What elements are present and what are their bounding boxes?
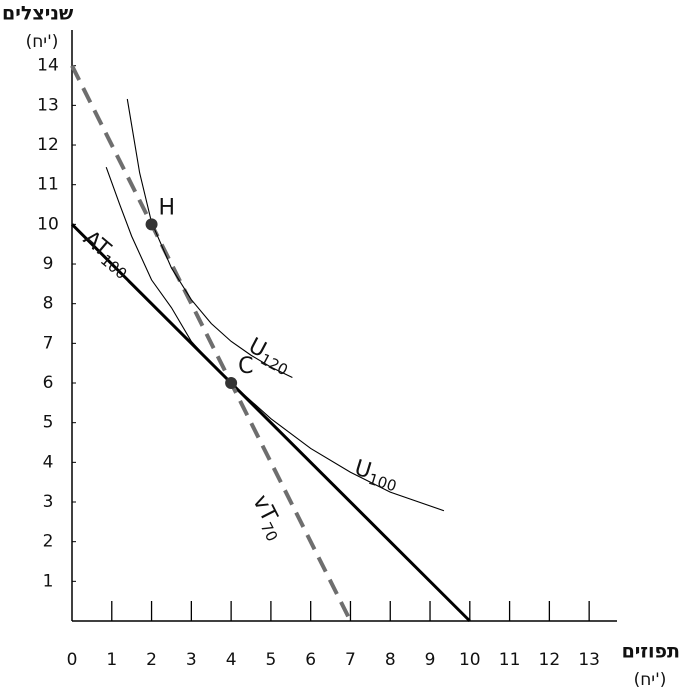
series-label: U100: [351, 456, 402, 495]
x-tick-label: 5: [265, 650, 276, 670]
point-label: C: [238, 354, 253, 379]
y-tick-label: 3: [43, 492, 54, 512]
series-label-sub: 100: [366, 469, 399, 495]
x-tick-label: 3: [186, 650, 197, 670]
x-tick-label: 7: [345, 650, 356, 670]
x-axis-unit: (יח'): [634, 670, 667, 687]
series-line: [70, 64, 353, 622]
x-tick-label: 8: [385, 650, 396, 670]
series-label-main: vT: [247, 491, 282, 526]
y-tick-label: 9: [43, 254, 54, 274]
series-line: [105, 167, 445, 512]
y-tick-label: 7: [43, 333, 54, 353]
y-axis-label: שניצלים: [2, 3, 74, 25]
y-tick-label: 5: [43, 413, 54, 433]
y-tick-label: 8: [43, 294, 54, 314]
x-tick-label: 13: [578, 650, 600, 670]
series-label: vT70: [245, 491, 290, 544]
series-label: AT100: [77, 226, 137, 283]
y-tick-label: 10: [37, 214, 59, 234]
x-tick-label: 10: [459, 650, 481, 670]
point: [225, 377, 238, 390]
series-line: [126, 98, 293, 378]
x-tick-label: 0: [67, 650, 78, 670]
y-tick-label: 4: [43, 452, 54, 472]
x-tick-label: 11: [499, 650, 521, 670]
y-tick-label: 12: [37, 135, 59, 155]
series-label-main: U: [351, 456, 374, 485]
y-tick-label: 11: [37, 175, 59, 195]
y-tick-label: 13: [37, 95, 59, 115]
x-tick-label: 9: [425, 650, 436, 670]
x-tick-label: 12: [539, 650, 561, 670]
x-tick-label: 4: [226, 650, 237, 670]
y-tick-label: 14: [37, 56, 59, 76]
series-line: [70, 223, 471, 623]
x-tick-label: 6: [305, 650, 316, 670]
point-label: H: [159, 195, 176, 220]
y-tick-label: 2: [43, 532, 54, 552]
y-tick-label: 1: [43, 571, 54, 591]
x-tick-label: 2: [146, 650, 157, 670]
x-axis-label: תפוזים: [622, 641, 680, 663]
y-axis-unit: (יח'): [26, 32, 59, 52]
point: [145, 218, 158, 231]
x-tick-label: 1: [106, 650, 117, 670]
y-tick-label: 6: [43, 373, 54, 393]
